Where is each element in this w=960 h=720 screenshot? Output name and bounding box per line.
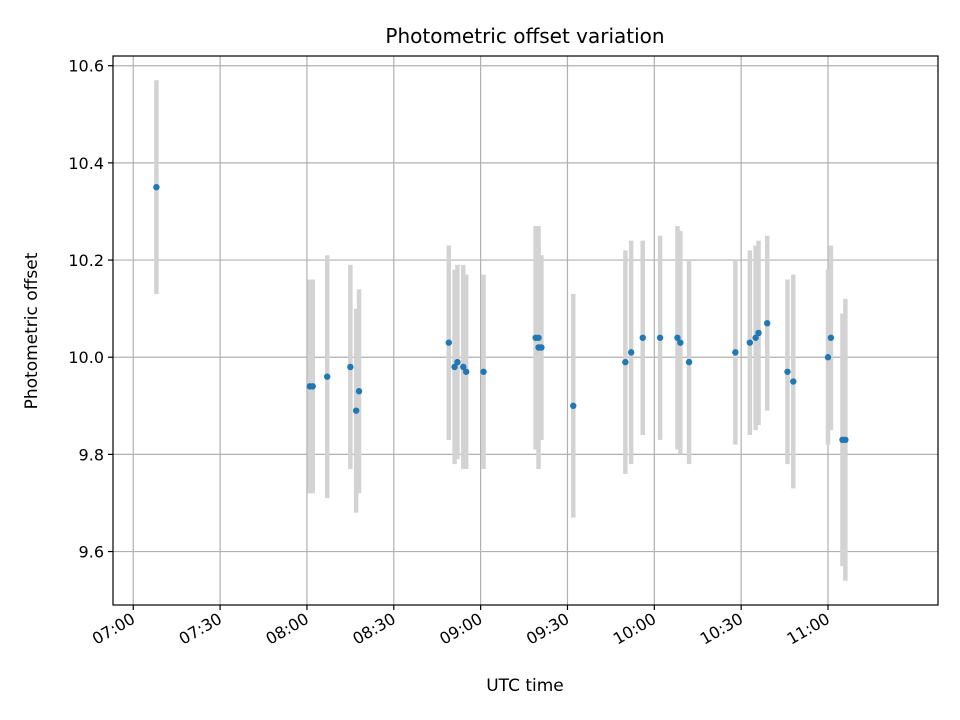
- y-tick-label: 10.6: [68, 57, 104, 76]
- data-point: [752, 334, 759, 341]
- data-point: [656, 334, 664, 341]
- y-axis: 9.6 9.8 10.0 10.2 10.4 10.6: [68, 57, 113, 562]
- data-point: [824, 354, 832, 361]
- data-point: [538, 344, 545, 351]
- data-point: [732, 349, 739, 356]
- data-point: [451, 363, 458, 371]
- data-point: [347, 363, 354, 371]
- y-axis-title: Photometric offset: [22, 252, 42, 409]
- data-point: [827, 334, 835, 341]
- data-point: [685, 358, 693, 366]
- data-point: [153, 183, 160, 191]
- data-point: [535, 334, 542, 341]
- data-point: [842, 436, 849, 444]
- data-point: [445, 339, 452, 346]
- data-point: [454, 358, 461, 366]
- data-point: [460, 363, 467, 371]
- data-points: [153, 183, 849, 444]
- data-point: [639, 334, 646, 341]
- data-point: [309, 383, 316, 390]
- data-point: [324, 373, 331, 380]
- y-tick-label: 9.6: [79, 543, 104, 562]
- y-tick-label: 10.2: [68, 251, 104, 270]
- y-tick-label: 10.4: [68, 154, 104, 173]
- data-point: [462, 368, 470, 375]
- data-point: [764, 320, 771, 327]
- data-point: [480, 368, 487, 375]
- grid: [113, 56, 938, 605]
- x-axis-title: UTC time: [486, 676, 564, 696]
- plot-frame: [112, 55, 939, 606]
- data-point: [355, 388, 363, 395]
- data-point: [622, 358, 629, 366]
- data-point: [627, 349, 635, 356]
- data-point: [674, 334, 681, 341]
- data-point: [784, 368, 791, 375]
- data-point: [352, 407, 360, 414]
- y-tick-label: 9.8: [79, 445, 104, 464]
- data-point: [790, 378, 797, 385]
- chart-title: Photometric offset variation: [385, 24, 664, 48]
- data-point: [755, 329, 762, 337]
- data-point: [677, 339, 684, 346]
- data-point: [570, 402, 577, 410]
- y-tick-label: 10.0: [68, 348, 104, 367]
- data-point: [746, 339, 754, 346]
